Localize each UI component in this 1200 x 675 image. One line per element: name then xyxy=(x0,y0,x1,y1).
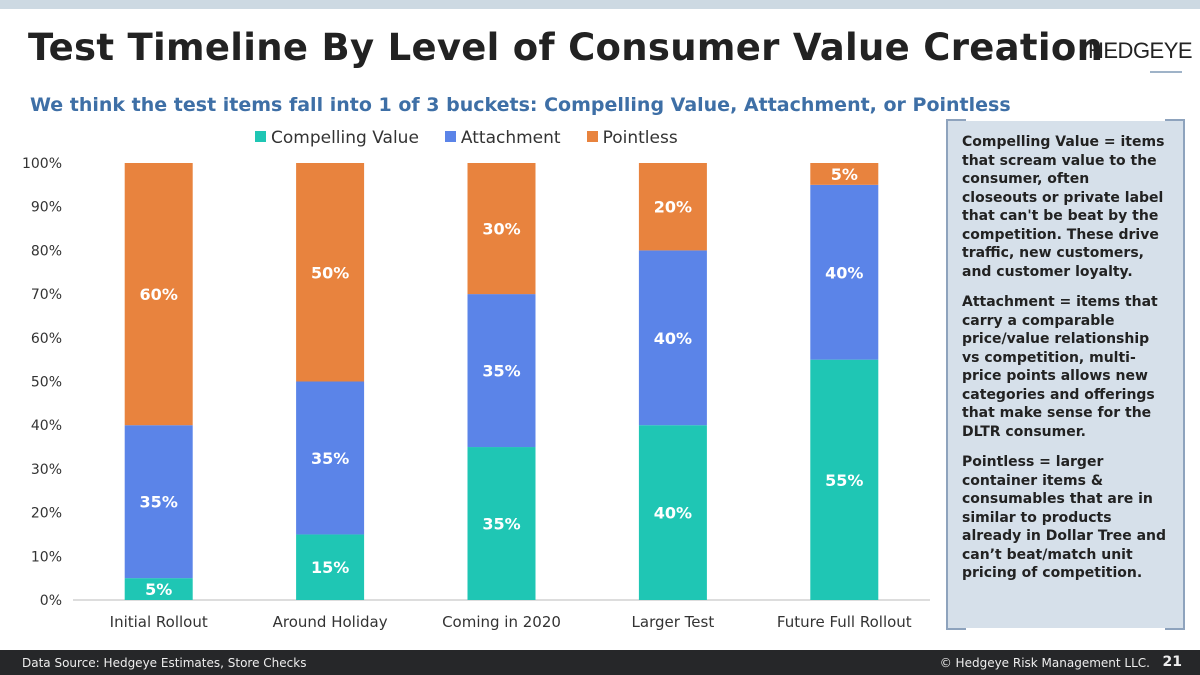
y-tick-label: 100% xyxy=(22,156,62,172)
data-label: 35% xyxy=(311,449,349,468)
data-label: 5% xyxy=(145,580,172,599)
y-tick-label: 20% xyxy=(31,506,62,522)
data-source: Data Source: Hedgeye Estimates, Store Ch… xyxy=(22,656,307,670)
legend-item-pointless: Pointless xyxy=(586,128,678,148)
y-tick-label: 60% xyxy=(31,331,62,347)
x-tick-label: Around Holiday xyxy=(273,613,388,631)
definition-attachment: Attachment = items that carry a comparab… xyxy=(962,294,1158,440)
data-label: 20% xyxy=(654,198,692,217)
page-subtitle: We think the test items fall into 1 of 3… xyxy=(30,94,1011,116)
data-label: 60% xyxy=(140,285,178,304)
logo-underline xyxy=(1150,71,1182,73)
x-tick-label: Initial Rollout xyxy=(110,613,208,631)
data-label: 5% xyxy=(831,165,858,184)
y-tick-label: 0% xyxy=(40,593,62,609)
x-tick-label: Larger Test xyxy=(632,613,715,631)
x-tick-label: Future Full Rollout xyxy=(777,613,912,631)
definitions-panel: Compelling Value = items that scream val… xyxy=(948,121,1183,628)
bar-segment xyxy=(810,163,879,185)
data-label: 35% xyxy=(482,362,520,381)
bar-segment xyxy=(638,163,707,251)
copyright: © Hedgeye Risk Management LLC. xyxy=(939,656,1150,670)
y-tick-label: 50% xyxy=(31,375,62,391)
stacked-bar-chart: 0% 10% 20% 30% 40% 50% 60% 70% 80% 90% 100% 5% 35% 60… xyxy=(22,156,930,631)
bar-segment xyxy=(638,425,707,600)
data-label: 35% xyxy=(482,515,520,534)
data-label: 35% xyxy=(140,493,178,512)
data-label: 50% xyxy=(311,263,349,282)
bar-segment xyxy=(810,359,879,600)
y-tick-label: 30% xyxy=(31,462,62,478)
legend-item-compelling-value: Compelling Value xyxy=(255,128,419,148)
bar-segment xyxy=(467,294,536,448)
data-label: 40% xyxy=(654,504,692,523)
bar-segment xyxy=(124,425,193,579)
page-title: Test Timeline By Level of Consumer Value… xyxy=(28,26,1104,69)
y-tick-label: 90% xyxy=(31,200,62,216)
footer: Data Source: Hedgeye Estimates, Store Ch… xyxy=(0,650,1200,675)
bar-segment xyxy=(467,163,536,295)
bar-segment xyxy=(124,163,193,426)
y-tick-label: 40% xyxy=(31,418,62,434)
bar-segment xyxy=(467,447,536,600)
bracket-right xyxy=(1165,119,1185,630)
y-tick-label: 70% xyxy=(31,287,62,303)
bar-segment xyxy=(638,250,707,426)
y-tick-label: 10% xyxy=(31,549,62,565)
hedgeye-logo: HEDGEYE xyxy=(1088,38,1193,63)
bar-segment xyxy=(124,578,193,600)
definition-compelling-value: Compelling Value = items that scream val… xyxy=(962,134,1165,280)
bar-segment xyxy=(810,184,879,360)
bar-segment xyxy=(296,381,365,535)
bar-segment xyxy=(296,163,365,382)
data-label: 40% xyxy=(654,329,692,348)
legend-item-attachment: Attachment xyxy=(444,128,561,148)
x-tick-label: Coming in 2020 xyxy=(442,613,561,631)
bracket-left xyxy=(946,119,966,630)
data-label: 30% xyxy=(482,220,520,239)
chart-legend: Compelling Value Attachment Pointless xyxy=(255,128,678,148)
data-label: 40% xyxy=(825,263,863,282)
top-bar xyxy=(0,0,1200,9)
definition-pointless: Pointless = larger container items & con… xyxy=(962,454,1167,581)
page-number: 21 xyxy=(1162,654,1182,670)
data-label: 55% xyxy=(825,471,863,490)
data-label: 15% xyxy=(311,558,349,577)
y-tick-label: 80% xyxy=(31,243,62,259)
bar-segment xyxy=(296,534,365,600)
